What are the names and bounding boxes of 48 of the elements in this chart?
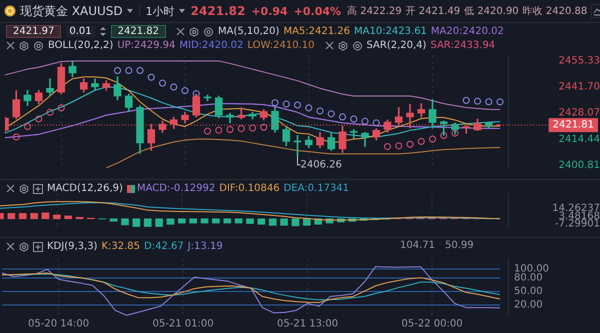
text: LOW:2410.10	[247, 40, 314, 51]
x-tick-label: 05-21 01:00	[152, 318, 214, 330]
chart-title: 现货黄金 XAUUSD	[20, 2, 123, 20]
text: SAR(2,20,4)	[366, 40, 426, 51]
chart-subtitle: 1小时	[146, 4, 175, 18]
text: 2421.97	[6, 25, 62, 38]
y-tick-label: 50.00	[514, 286, 543, 297]
text: 低 2420.90	[464, 5, 519, 18]
y-tick-label: 2428.07	[558, 108, 600, 119]
x-tick-label: 05-22 00:00	[402, 318, 463, 330]
y-tick-label: 20.00	[514, 299, 543, 310]
text: 2421.82	[110, 25, 166, 38]
text: 104.71	[400, 240, 435, 251]
series-label: DIF:0.10846	[219, 183, 280, 194]
x-tick-label: 05-21 13:00	[277, 318, 338, 330]
text: SAR:2433.94	[430, 40, 496, 51]
text: BOLL(20,2,2)	[48, 40, 114, 51]
text: +0.04%	[294, 4, 342, 18]
annotation: MACD(12,26,9)	[47, 183, 123, 194]
annotation: 2406.26	[300, 159, 342, 170]
text: MA5:2421.26	[283, 26, 350, 37]
series-label: DEA:0.17341	[284, 183, 350, 194]
text: 50.99	[445, 240, 474, 251]
text: 昨收 2420.88	[522, 5, 588, 18]
text: D:42.67	[144, 241, 184, 252]
y-tick-label: -7.29901	[555, 218, 600, 230]
text: KDJ(9,3,3)	[47, 241, 98, 252]
y-tick-label: 80.00	[514, 272, 543, 284]
x-tick-label: 05-20 14:00	[28, 318, 90, 330]
y-tick-label: 2455.33	[558, 55, 600, 66]
series-label: UP:2429.94	[117, 40, 176, 51]
ref-line-label: 2421.81	[552, 120, 594, 131]
text: 2421.82	[190, 4, 246, 18]
legend-label: MACD:-0.12992	[136, 183, 216, 194]
text: 高 2422.29	[347, 4, 402, 18]
text: 开 2421.49	[406, 5, 460, 18]
text: 0.01	[66, 26, 95, 37]
text: MA10:2423.61	[354, 26, 427, 37]
y-tick-label: 2400.81	[558, 160, 600, 171]
text: MID:2420.02	[179, 40, 244, 51]
text: MA(5,10,20)	[218, 26, 280, 37]
text: K:32.85	[101, 241, 140, 252]
text: MA20:2420.02	[430, 26, 504, 37]
text: J:13.19	[188, 241, 223, 252]
text: +0.94	[251, 4, 288, 18]
y-tick-label: 2414.44	[558, 134, 600, 145]
y-tick-label: 2441.70	[558, 82, 600, 93]
y-tick-label: 100.00	[514, 263, 549, 274]
